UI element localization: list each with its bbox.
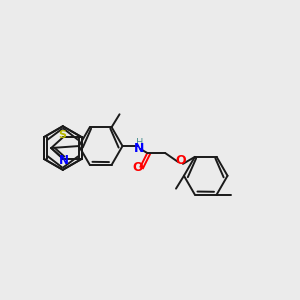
Text: O: O [132, 161, 143, 174]
Text: N: N [59, 154, 69, 167]
Text: N: N [134, 142, 145, 154]
Text: H: H [136, 138, 143, 148]
Text: S: S [58, 130, 66, 140]
Text: O: O [176, 154, 186, 167]
